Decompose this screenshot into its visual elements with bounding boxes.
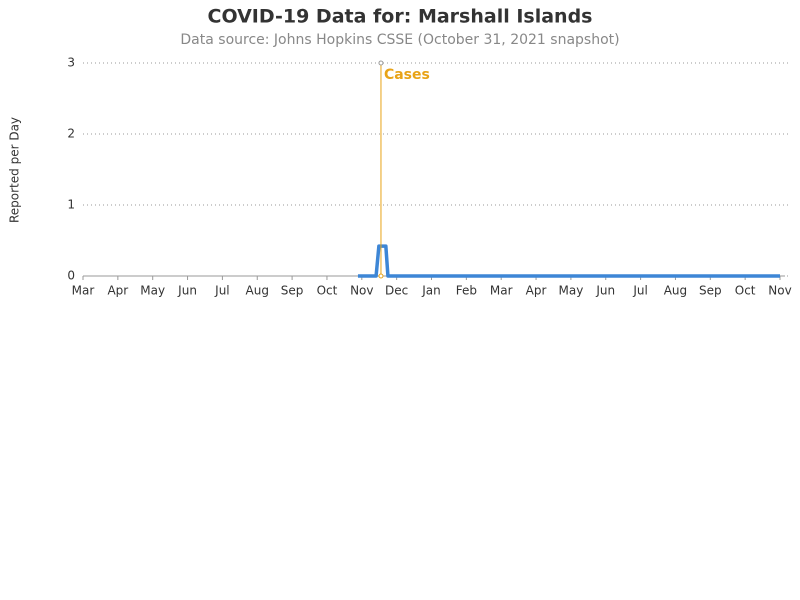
y-tick-label: 3 bbox=[67, 56, 75, 70]
x-tick-label: Apr bbox=[526, 284, 547, 298]
annotation-marker bbox=[378, 60, 384, 66]
x-tick-label: May bbox=[140, 284, 165, 298]
annotation-foot bbox=[378, 273, 384, 279]
x-tick-label: Feb bbox=[456, 284, 477, 298]
series-line bbox=[357, 244, 780, 278]
y-tick-label: 2 bbox=[67, 127, 75, 141]
x-tick-label: May bbox=[558, 284, 583, 298]
chart-subtitle: Data source: Johns Hopkins CSSE (October… bbox=[180, 32, 619, 48]
x-tick-label: Dec bbox=[385, 284, 408, 298]
x-tick-label: Sep bbox=[281, 284, 304, 298]
x-tick-label: Mar bbox=[490, 284, 513, 298]
x-tick-label: Apr bbox=[107, 284, 128, 298]
y-axis-label: Reported per Day bbox=[8, 117, 22, 223]
y-tick-label: 0 bbox=[67, 269, 75, 283]
x-tick-label: Jan bbox=[421, 284, 441, 298]
x-tick-label: Aug bbox=[246, 284, 269, 298]
x-tick-label: Jul bbox=[214, 284, 229, 298]
x-tick-label: Sep bbox=[699, 284, 722, 298]
x-tick-label: Nov bbox=[350, 284, 373, 298]
x-tick-label: Oct bbox=[735, 284, 756, 298]
chart-title: COVID-19 Data for: Marshall Islands bbox=[208, 6, 593, 28]
y-tick-label: 1 bbox=[67, 198, 75, 212]
x-tick-label: Aug bbox=[664, 284, 687, 298]
annotation-label: Cases bbox=[384, 67, 430, 83]
x-tick-label: Jul bbox=[632, 284, 647, 298]
x-tick-label: Nov bbox=[768, 284, 791, 298]
x-tick-label: Mar bbox=[72, 284, 95, 298]
x-tick-label: Oct bbox=[317, 284, 338, 298]
x-tick-label: Jun bbox=[595, 284, 615, 298]
x-tick-label: Jun bbox=[177, 284, 197, 298]
